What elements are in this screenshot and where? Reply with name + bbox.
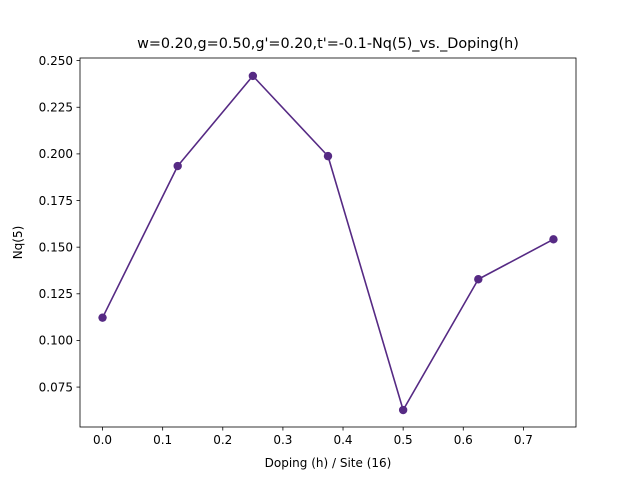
data-point <box>98 313 107 322</box>
plot-area-frame <box>79 57 577 428</box>
data-point <box>549 235 558 244</box>
y-tick-label: 0.100 <box>39 334 73 348</box>
data-point <box>474 275 483 284</box>
chart-title: w=0.20,g=0.50,g'=0.20,t'=-0.1-Nq(5)_vs._… <box>137 36 519 52</box>
x-tick-label: 0.6 <box>454 433 473 447</box>
data-point <box>173 161 182 171</box>
x-tick-label: 0.3 <box>273 433 292 447</box>
data-point <box>323 151 333 161</box>
y-axis-ticks: 0.075 0.100 0.125 0.150 0.175 0.200 0.225 0.250 <box>39 54 80 394</box>
y-tick-label: 0.225 <box>39 101 73 115</box>
x-tick-label: 0.1 <box>153 433 172 447</box>
y-tick-label: 0.150 <box>39 240 73 254</box>
x-tick-label: 0.4 <box>333 433 352 447</box>
x-tick-label: 0.2 <box>213 433 232 447</box>
x-axis-label: Doping (h) / Site (16) <box>265 456 392 470</box>
y-axis-label: Nq(5) <box>11 226 25 260</box>
y-tick-label: 0.175 <box>39 194 73 208</box>
y-tick-label: 0.200 <box>39 147 73 161</box>
x-tick-label: 0.5 <box>394 433 413 447</box>
x-tick-label: 0.0 <box>93 433 112 447</box>
data-point <box>398 405 408 415</box>
x-tick-label: 0.7 <box>514 433 533 447</box>
y-tick-label: 0.250 <box>39 54 73 68</box>
y-tick-label: 0.075 <box>39 380 73 394</box>
data-point <box>248 71 258 81</box>
series-layer <box>98 71 558 415</box>
y-tick-label: 0.125 <box>39 287 73 301</box>
x-axis-ticks: 0.0 0.1 0.2 0.3 0.4 0.5 0.6 0.7 <box>93 427 533 447</box>
